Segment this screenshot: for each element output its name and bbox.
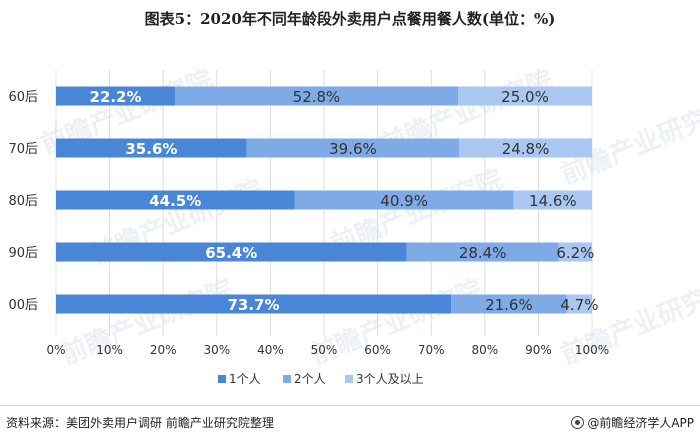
bar-segment	[459, 138, 592, 158]
x-tick-label: 70%	[418, 343, 445, 357]
bar-segment	[56, 242, 407, 262]
footer: 资料来源：美团外卖用户调研 前瞻产业研究院整理 @前瞻经济学人APP	[0, 405, 700, 441]
category-labels: 60后 70后 80后 90后 00后	[8, 90, 38, 313]
legend-swatch	[218, 375, 226, 383]
x-tick-label: 0%	[46, 343, 65, 357]
bar-segment	[246, 138, 460, 158]
x-tick-label: 40%	[257, 343, 284, 357]
data-label: 52.8%	[293, 88, 341, 106]
bar-segment	[294, 190, 514, 210]
legend-label: 2个人	[294, 372, 326, 386]
credit: @前瞻经济学人APP	[571, 414, 694, 431]
category-label: 00后	[8, 298, 38, 313]
data-label: 21.6%	[485, 296, 533, 314]
credit-text: @前瞻经济学人APP	[587, 416, 694, 430]
x-tick-label: 60%	[364, 343, 391, 357]
x-tick-label: 20%	[150, 343, 177, 357]
data-label: 22.2%	[89, 88, 141, 106]
x-tick-label: 90%	[525, 343, 552, 357]
chart-title: 图表5：2020年不同年龄段外卖用户点餐用餐人数(单位：%)	[144, 10, 556, 28]
x-tick-label: 100%	[575, 343, 609, 357]
bar-segment	[56, 138, 247, 158]
bar-segment	[56, 190, 295, 210]
x-tick-label: 10%	[96, 343, 123, 357]
data-label: 24.8%	[502, 140, 550, 158]
category-label: 90后	[8, 246, 38, 261]
data-label: 6.2%	[556, 244, 594, 262]
category-label: 60后	[8, 90, 38, 105]
bar-segment	[174, 86, 458, 106]
x-axis-ticks: 0% 10% 20% 30% 40% 50% 60% 70% 80% 90% 100%	[46, 343, 609, 357]
legend-swatch	[283, 375, 291, 383]
data-label: 28.4%	[459, 244, 507, 262]
legend-label: 1个人	[229, 372, 261, 386]
x-tick-label: 80%	[471, 343, 498, 357]
data-label: 25.0%	[501, 88, 549, 106]
source-note: 资料来源：美团外卖用户调研 前瞻产业研究院整理	[6, 416, 274, 430]
legend-swatch	[345, 375, 353, 383]
bar-segment	[566, 294, 592, 314]
bar-segment	[458, 86, 592, 106]
legend: 1个人 2个人 3个人及以上	[218, 372, 424, 386]
x-tick-label: 30%	[203, 343, 230, 357]
bar-segment	[406, 242, 559, 262]
data-label: 35.6%	[125, 140, 177, 158]
data-label: 73.7%	[227, 296, 279, 314]
bar-segment	[56, 86, 175, 106]
bars: 22.2% 52.8% 25.0% 35.6% 39.6% 24.8% 44.5% 40.9%…	[56, 86, 598, 314]
category-label: 80后	[8, 194, 38, 209]
bar-segment	[558, 242, 592, 262]
bar-segment	[451, 294, 567, 314]
x-tick-label: 50%	[311, 343, 338, 357]
bar-segment	[56, 294, 452, 314]
category-label: 70后	[8, 142, 38, 157]
data-label: 65.4%	[205, 244, 257, 262]
legend-label: 3个人及以上	[356, 372, 424, 386]
data-label: 40.9%	[380, 192, 428, 210]
bar-segment	[513, 190, 592, 210]
data-label: 14.6%	[529, 192, 577, 210]
data-label: 39.6%	[329, 140, 377, 158]
brand-logo-icon	[571, 416, 585, 429]
data-label: 44.5%	[149, 192, 201, 210]
data-label: 4.7%	[560, 296, 598, 314]
